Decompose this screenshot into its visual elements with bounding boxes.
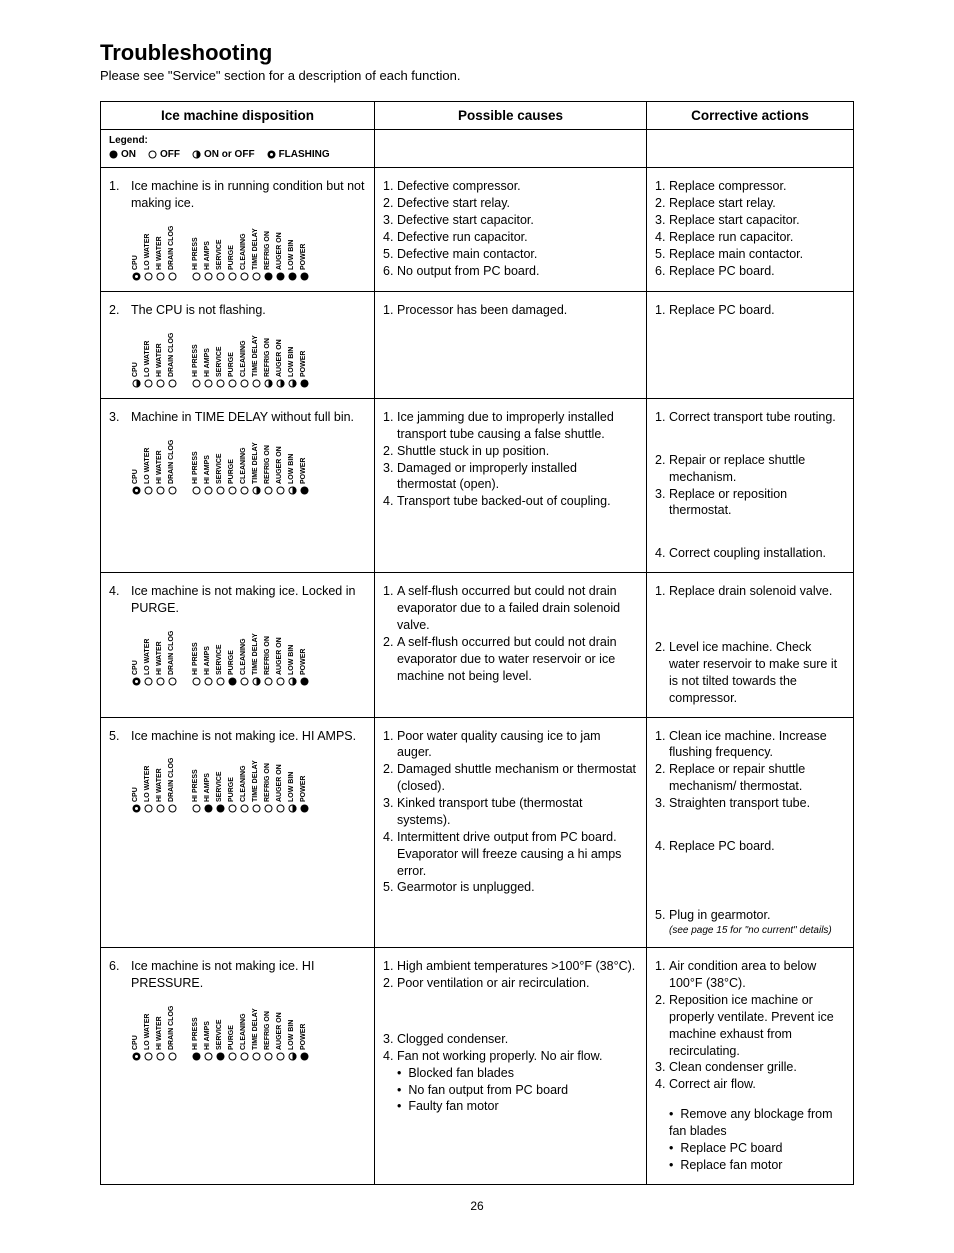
disposition-text: The CPU is not flashing. bbox=[131, 302, 366, 319]
disposition-text: Ice machine is in running condition but … bbox=[131, 178, 366, 212]
table-row: 4.Ice machine is not making ice. Locked … bbox=[101, 573, 854, 717]
disposition-text: Ice machine is not making ice. HI AMPS. bbox=[131, 728, 366, 745]
legend-label: Legend: bbox=[109, 135, 148, 146]
disposition-text: Ice machine is not making ice. Locked in… bbox=[131, 583, 366, 617]
table-row: 6.Ice machine is not making ice. HI PRES… bbox=[101, 948, 854, 1185]
table-row: 1.Ice machine is in running condition bu… bbox=[101, 168, 854, 292]
led-indicator-block: CPULO WATERHI WATERDRAIN CLOGHI PRESSHI … bbox=[131, 327, 366, 388]
troubleshooting-table: Ice machine disposition Possible causes … bbox=[100, 101, 854, 1185]
legend-on: ON bbox=[109, 148, 136, 162]
legend-row: Legend: ON OFF ON or OFF FLASHING bbox=[101, 130, 854, 168]
header-causes: Possible causes bbox=[375, 102, 647, 130]
table-row: 2.The CPU is not flashing.CPULO WATERHI … bbox=[101, 292, 854, 399]
led-indicator-block: CPULO WATERHI WATERDRAIN CLOGHI PRESSHI … bbox=[131, 752, 366, 813]
led-indicator-block: CPULO WATERHI WATERDRAIN CLOGHI PRESSHI … bbox=[131, 434, 366, 495]
disposition-text: Ice machine is not making ice. HI PRESSU… bbox=[131, 958, 366, 992]
page-number: 26 bbox=[100, 1199, 854, 1213]
led-indicator-block: CPULO WATERHI WATERDRAIN CLOGHI PRESSHI … bbox=[131, 1000, 366, 1061]
page-subtitle: Please see "Service" section for a descr… bbox=[100, 68, 854, 83]
led-indicator-block: CPULO WATERHI WATERDRAIN CLOGHI PRESSHI … bbox=[131, 220, 366, 281]
header-actions: Corrective actions bbox=[647, 102, 854, 130]
legend-onoff: ON or OFF bbox=[192, 148, 255, 162]
legend-flash: FLASHING bbox=[267, 148, 330, 162]
disposition-text: Machine in TIME DELAY without full bin. bbox=[131, 409, 366, 426]
table-row: 5.Ice machine is not making ice. HI AMPS… bbox=[101, 717, 854, 948]
legend-off: OFF bbox=[148, 148, 180, 162]
header-disposition: Ice machine disposition bbox=[101, 102, 375, 130]
table-row: 3.Machine in TIME DELAY without full bin… bbox=[101, 398, 854, 572]
page-title: Troubleshooting bbox=[100, 40, 854, 66]
led-indicator-block: CPULO WATERHI WATERDRAIN CLOGHI PRESSHI … bbox=[131, 625, 366, 686]
